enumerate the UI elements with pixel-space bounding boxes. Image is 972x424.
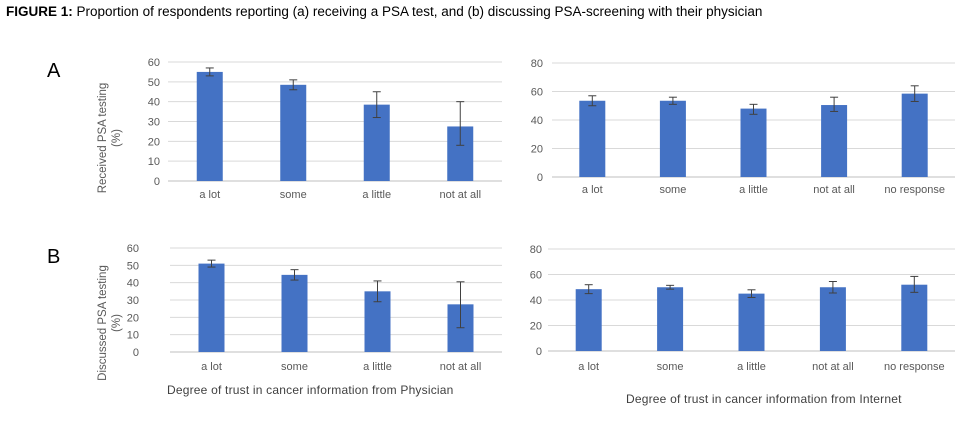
bar (198, 263, 225, 352)
y-tick-label: 10 (148, 156, 160, 168)
x-tick-label: not at all (813, 184, 855, 196)
bar (821, 105, 848, 177)
bar (740, 108, 767, 177)
x-tick-label: no response (884, 361, 945, 373)
y-tick-label: 40 (531, 115, 543, 127)
y-tick-label: 0 (154, 176, 160, 188)
x-tick-label: not at all (812, 361, 854, 373)
x-tick-label: not at all (440, 361, 482, 373)
panel-letter-a: A (47, 60, 61, 82)
bar (575, 289, 602, 351)
x-tick-label: a lot (582, 184, 603, 196)
x-tick-label: some (657, 361, 684, 373)
y-tick-label: 20 (531, 144, 543, 156)
y-tick-label: 20 (127, 312, 139, 324)
x-tick-label: a little (362, 189, 391, 201)
y-tick-label: 60 (531, 87, 543, 99)
y-tick-label: 60 (127, 243, 139, 255)
x-tick-label: not at all (439, 189, 481, 201)
panel-letter-b: B (47, 246, 61, 268)
bar (901, 284, 928, 351)
x-axis-title-internet: Degree of trust in cancer information fr… (626, 392, 902, 406)
x-tick-label: some (659, 184, 686, 196)
y-tick-label: 30 (148, 117, 160, 129)
figure-caption: FIGURE 1: Proportion of respondents repo… (6, 4, 762, 19)
y-tick-label: 60 (530, 270, 542, 282)
y-tick-label: 50 (127, 260, 139, 272)
bar (657, 287, 684, 351)
bar (738, 293, 765, 351)
y-tick-label: 60 (148, 57, 160, 69)
y-tick-label: 40 (127, 278, 139, 290)
x-tick-label: a little (739, 184, 768, 196)
figure-caption-label: FIGURE 1: (6, 4, 73, 19)
x-axis-title-physician: Degree of trust in cancer information fr… (167, 383, 454, 397)
y-tick-label: 40 (148, 97, 160, 109)
y-tick-label: 40 (530, 295, 542, 307)
x-tick-label: some (281, 361, 308, 373)
x-tick-label: a lot (578, 361, 599, 373)
y-tick-label: 10 (127, 330, 139, 342)
figure-caption-text: Proportion of respondents reporting (a) … (76, 4, 763, 19)
x-tick-label: no response (884, 184, 945, 196)
bar (280, 84, 307, 181)
x-tick-label: a little (737, 361, 766, 373)
y-tick-label: 30 (127, 295, 139, 307)
y-tick-label: 80 (531, 58, 543, 70)
bar (281, 274, 308, 352)
bar (659, 100, 686, 177)
y-tick-label: 0 (537, 172, 543, 184)
y-tick-label: 0 (536, 346, 542, 358)
x-tick-label: a little (363, 361, 392, 373)
y-tick-label: 20 (530, 321, 542, 333)
y-tick-label: 50 (148, 77, 160, 89)
x-tick-label: a lot (199, 189, 220, 201)
y-tick-label: 20 (148, 136, 160, 148)
bar (196, 71, 223, 181)
bar (579, 100, 606, 177)
x-tick-label: a lot (201, 361, 222, 373)
x-tick-label: some (280, 189, 307, 201)
y-tick-label: 80 (530, 244, 542, 256)
bar (819, 287, 846, 351)
bar (901, 93, 928, 177)
y-tick-label: 0 (133, 347, 139, 359)
